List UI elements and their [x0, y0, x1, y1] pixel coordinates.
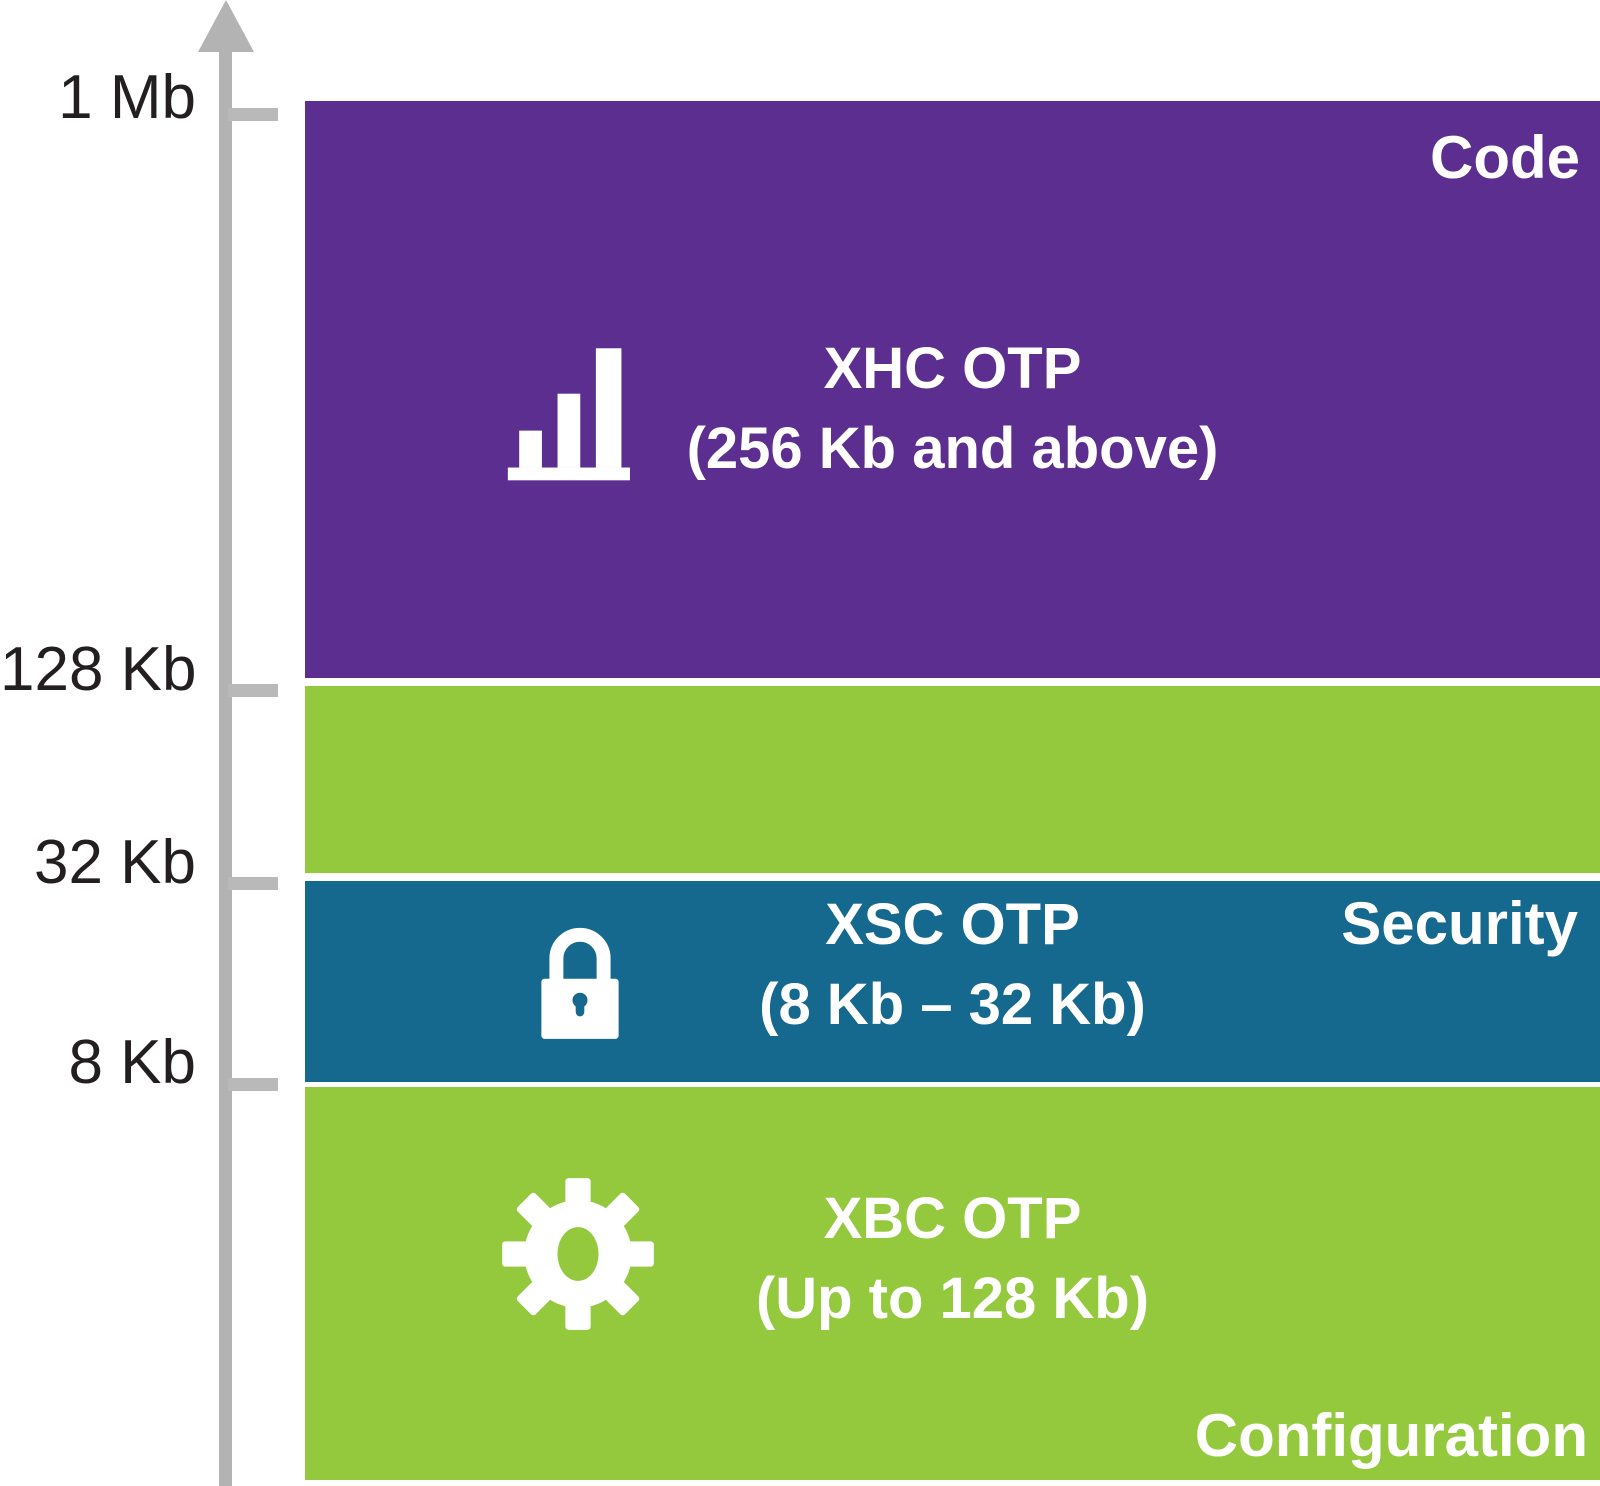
product-name: XHC OTP	[823, 336, 1082, 401]
axis-tick-label-128kb: 128 Kb	[0, 635, 197, 704]
gear-icon	[502, 1178, 654, 1330]
axis-tick-label-8kb: 8 Kb	[68, 1028, 196, 1097]
lock-icon	[541, 927, 619, 1039]
band-configuration-upper	[305, 686, 1600, 873]
band-configuration: Configuration XBC OTP (Up to 128 Kb)	[305, 1087, 1600, 1480]
product-range: (256 Kb and above)	[686, 416, 1219, 481]
product-range: (Up to 128 Kb)	[755, 1266, 1150, 1331]
axis-tick-label-32kb: 32 Kb	[33, 828, 196, 897]
product-range: (8 Kb – 32 Kb)	[759, 972, 1146, 1037]
axis-tick-128kb	[228, 684, 278, 697]
category-label-code: Code	[1430, 124, 1580, 191]
product-name: XSC OTP	[825, 892, 1080, 957]
bar-chart-icon	[507, 348, 630, 481]
y-axis-line	[219, 44, 232, 1486]
axis-tick-32kb	[228, 877, 278, 890]
band-configuration-text: XBC OTP (Up to 128 Kb)	[305, 1179, 1600, 1339]
axis-arrow-up-icon	[198, 0, 254, 52]
band-code: Code XHC OTP (256 Kb and above)	[305, 101, 1600, 678]
axis-tick-1mb	[228, 108, 278, 121]
band-security: Security XSC OTP (8 Kb – 32 Kb)	[305, 881, 1600, 1082]
band-security-text: XSC OTP (8 Kb – 32 Kb)	[305, 885, 1600, 1045]
product-name: XBC OTP	[823, 1186, 1082, 1251]
category-label-security: Security	[1341, 890, 1578, 957]
band-code-text: XHC OTP (256 Kb and above)	[305, 329, 1600, 489]
axis-tick-8kb	[228, 1078, 278, 1091]
category-label-configuration: Configuration	[1194, 1402, 1588, 1469]
axis-tick-label-1mb: 1 Mb	[58, 63, 196, 132]
